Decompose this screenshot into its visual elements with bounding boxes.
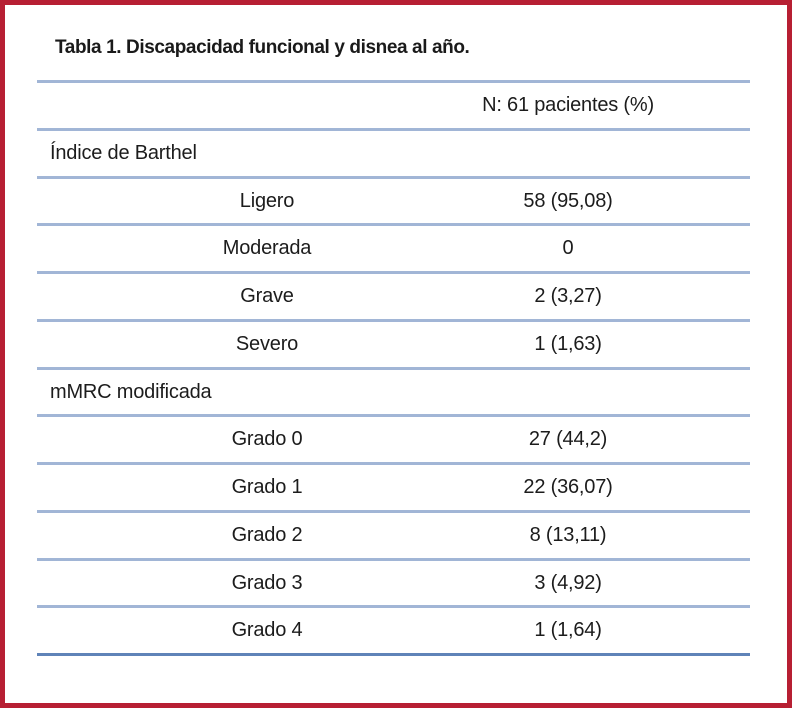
table-row: Severo 1 (1,63)	[37, 318, 750, 367]
row-label: Severo	[235, 332, 299, 355]
table-row: Grado 0 27 (44,2)	[37, 414, 750, 462]
row-value: 1 (1,63)	[534, 332, 602, 355]
row-value: 58 (95,08)	[523, 189, 613, 212]
row-value: 3 (4,92)	[534, 571, 602, 594]
section-row: mMRC modificada	[37, 366, 750, 415]
table-title: Tabla 1. Discapacidad funcional y disnea…	[55, 37, 470, 58]
table-row: Grado 4 1 (1,64)	[37, 605, 750, 653]
section-row: Índice de Barthel	[37, 127, 750, 176]
row-label: Grado 0	[231, 428, 303, 451]
row-label: Grado 1	[231, 476, 303, 498]
row-value: 27 (44,2)	[528, 428, 608, 451]
row-value: 2 (3,27)	[534, 285, 602, 307]
row-value: 0	[562, 237, 574, 260]
row-value: 1 (1,64)	[534, 619, 602, 642]
row-label: Grado 4	[231, 619, 303, 642]
row-label: Moderada	[222, 237, 312, 260]
table-row: Moderada 0	[37, 223, 750, 271]
row-label: Grave	[240, 285, 294, 307]
table-row: Grave 2 (3,27)	[37, 271, 750, 319]
section-label: mMRC modificada	[50, 380, 212, 403]
row-value: 22 (36,07)	[523, 476, 613, 498]
data-table: N: 61 pacientes (%) Índice de Barthel Li…	[37, 80, 750, 656]
section-label: Índice de Barthel	[50, 141, 197, 164]
table-row: Grado 3 3 (4,92)	[37, 557, 750, 606]
header-value: N: 61 pacientes (%)	[482, 94, 654, 116]
row-label: Grado 2	[231, 523, 303, 546]
row-label: Grado 3	[231, 571, 303, 594]
row-value: 8 (13,11)	[529, 523, 607, 546]
row-label: Ligero	[239, 189, 295, 212]
table-header-row: N: 61 pacientes (%)	[37, 80, 750, 128]
table-row: Grado 2 8 (13,11)	[37, 509, 750, 558]
table-row: Ligero 58 (95,08)	[37, 175, 750, 224]
table-row: Grado 1 22 (36,07)	[37, 462, 750, 510]
